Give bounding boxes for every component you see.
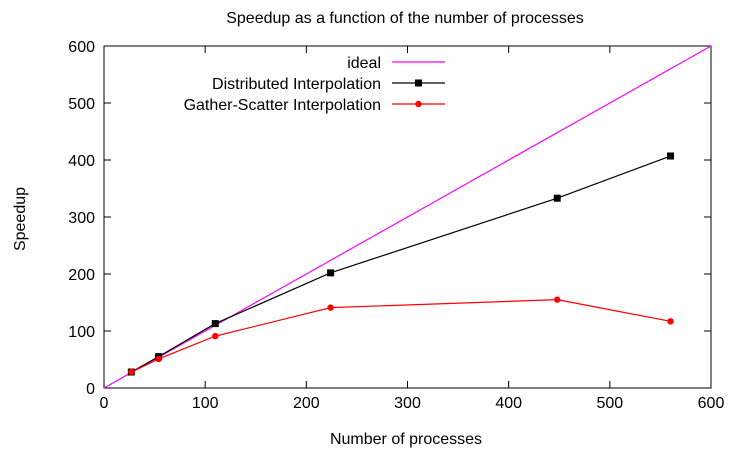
series-layer	[103, 45, 712, 389]
x-tick-label: 0	[100, 395, 109, 412]
series-line	[131, 299, 671, 373]
y-tick-label: 400	[68, 153, 95, 170]
y-tick-label: 500	[68, 96, 95, 113]
y-tick-label: 0	[86, 381, 95, 398]
data-point	[667, 318, 674, 325]
data-point	[553, 194, 561, 202]
x-axis-label: Number of processes	[330, 431, 482, 448]
data-point	[155, 355, 162, 363]
data-point	[667, 152, 675, 160]
series-line	[131, 155, 671, 373]
data-point	[128, 368, 135, 376]
data-point	[211, 320, 219, 328]
y-tick-label: 600	[68, 39, 95, 56]
data-point	[327, 269, 335, 277]
data-point	[554, 296, 561, 303]
legend: ideal Distributed Interpolation Gather-Sca…	[184, 55, 445, 114]
data-point	[212, 332, 219, 340]
data-point	[327, 304, 334, 311]
y-axis-ticks: 0 100 200 300 400 500 600	[68, 39, 711, 398]
legend-label: Distributed Interpolation	[212, 76, 381, 93]
y-tick-label: 100	[68, 324, 95, 341]
chart-title: Speedup as a function of the number of p…	[226, 10, 584, 27]
y-axis-label: Speedup	[12, 187, 29, 251]
series-1	[127, 152, 675, 376]
x-tick-label: 600	[698, 395, 725, 412]
series-2	[128, 296, 674, 376]
x-tick-label: 400	[495, 395, 522, 412]
x-axis-ticks: 0 100 200 300 400 500 600	[100, 46, 725, 412]
x-tick-label: 200	[293, 395, 320, 412]
series-0	[103, 45, 712, 389]
x-tick-label: 300	[394, 395, 421, 412]
legend-marker	[415, 79, 422, 87]
y-tick-label: 300	[68, 210, 95, 227]
x-tick-label: 500	[596, 395, 623, 412]
legend-label: Gather-Scatter Interpolation	[184, 97, 381, 114]
legend-label: ideal	[347, 55, 381, 72]
legend-marker	[415, 100, 422, 108]
series-line	[103, 45, 712, 389]
x-tick-label: 100	[192, 395, 219, 412]
y-tick-label: 200	[68, 267, 95, 284]
